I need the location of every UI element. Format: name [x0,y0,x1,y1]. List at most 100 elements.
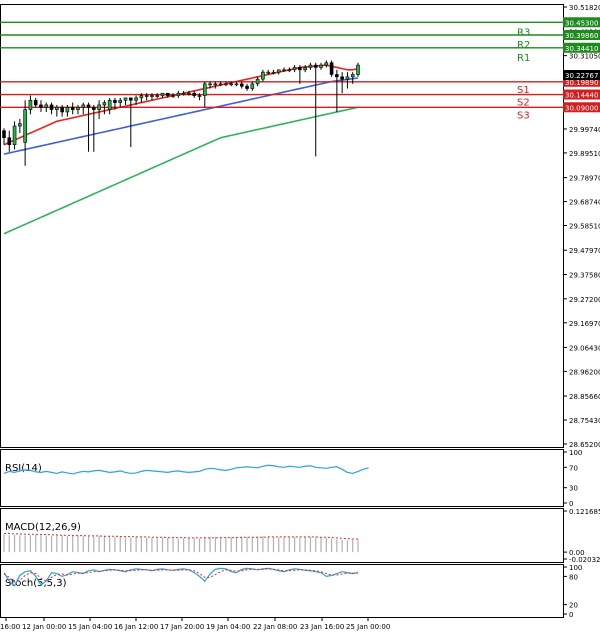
current-price-box [563,70,600,81]
candle-body [139,95,144,99]
candle-body [76,106,80,110]
candle-body [144,95,149,97]
candle-body [192,92,197,96]
candle-body [165,92,170,96]
candle-body [28,99,33,110]
level-price-text-s3: 30.09000 [565,104,598,112]
stoch-label: Stoch(5,5,3) [5,578,67,589]
macd-label: MACD(12,26,9) [5,522,81,533]
x-tick-label: 22 Jan 08:00 [253,623,297,631]
price-y-tick-label: 29.27200 [569,296,600,304]
price-y-tick-label: 30.51820 [569,4,600,12]
candle-body [308,64,313,68]
candle-body [65,106,70,113]
candle-body [134,97,138,101]
candle-body [118,99,123,103]
price-y-tick-label: 28.85660 [569,393,600,401]
x-tick-label: 16 Jan 12:00 [114,623,158,631]
macd-y-tick-label: -0.020326 [569,556,600,564]
price-y-tick-label: 28.75430 [569,417,600,425]
level-price-text-r3: 30.45300 [565,19,598,27]
level-label-s3: S3 [517,110,530,121]
level-price-box-r2 [563,30,600,41]
price-y-tick-label: 30.31050 [569,53,600,61]
rsi-y-tick-label: 100 [569,449,582,457]
level-price-box-r1 [563,42,600,53]
level-price-text-s1: 30.19890 [565,79,598,87]
candle-body [276,69,281,73]
price-y-tick-label: 28.65200 [569,441,600,449]
candle-body [329,62,334,75]
macd-panel-frame [0,508,564,563]
candle-body [160,92,165,96]
rsi-label: RSI(14) [5,463,42,474]
candle-body [176,92,181,96]
candle-body [92,106,96,110]
candle-body [44,104,49,108]
candle-body [81,104,86,108]
x-tick-label: 25 Jan 00:00 [346,623,390,631]
candle-body [171,95,175,97]
price-y-tick-label: 29.06430 [569,344,600,352]
rsi-y-tick-label: 70 [569,464,578,472]
level-price-box-s1 [563,76,600,87]
candle-body [107,99,112,110]
candle-body [282,69,286,72]
candle-body [255,78,260,85]
candle-body [266,71,270,74]
level-label-r2: R2 [517,40,530,51]
candle-body [18,123,22,127]
candle-body [202,83,207,96]
candle-body [224,83,228,86]
level-label-r3: R3 [517,27,530,38]
price-y-tick-label: 29.47970 [569,247,600,255]
x-tick-label: 12 Jan 00:00 [22,623,66,631]
candle-body [350,74,355,78]
level-label-s2: S2 [517,98,530,109]
price-y-tick-label: 28.96200 [569,368,600,376]
candle-body [97,104,101,110]
price-y-tick-label: 29.78970 [569,175,600,183]
price-y-tick-label: 29.37580 [569,272,600,280]
candle-body [102,102,107,106]
candle-body [340,76,344,80]
candle-body [187,92,191,95]
stoch-panel-frame [0,564,564,618]
candle-body [70,106,75,110]
candle-body [181,92,186,95]
candle-body [239,83,244,87]
candle-body [12,125,17,146]
candle-body [292,67,297,71]
rsi-y-tick-label: 0 [569,500,573,508]
level-price-text-s2: 30.14440 [565,92,598,100]
candle-body [313,64,318,68]
stoch-signal-line [3,568,358,583]
stoch-main-line [3,567,359,587]
candle-body [39,104,43,108]
price-y-tick-label: 29.68740 [569,199,600,207]
candle-body [356,64,360,75]
price-y-tick-label: 29.89510 [569,150,600,158]
candle-body [261,71,265,80]
candle-body [213,83,218,86]
x-tick-label: 17 Jan 20:00 [160,623,204,631]
candle-body [298,67,302,71]
candle-body [218,83,223,86]
candle-body [335,74,339,78]
candle-body [271,71,276,74]
rsi-panel-frame [0,449,564,507]
candle-body [60,106,64,113]
rsi-line [3,464,369,475]
stoch-y-tick-label: 20 [569,602,578,610]
price-y-tick-label: 29.99740 [569,126,600,134]
candle-body [303,67,307,71]
current-price-text: 30.22767 [565,72,598,80]
level-price-box-r3 [563,17,600,28]
x-tick-label: 19 Jan 04:00 [206,623,250,631]
level-label-s1: S1 [517,85,530,96]
price-y-tick-label: 29.16970 [569,320,600,328]
x-tick-label: 16:00 [0,623,20,631]
level-price-text-r1: 30.34410 [565,45,598,53]
candle-body [234,83,239,86]
